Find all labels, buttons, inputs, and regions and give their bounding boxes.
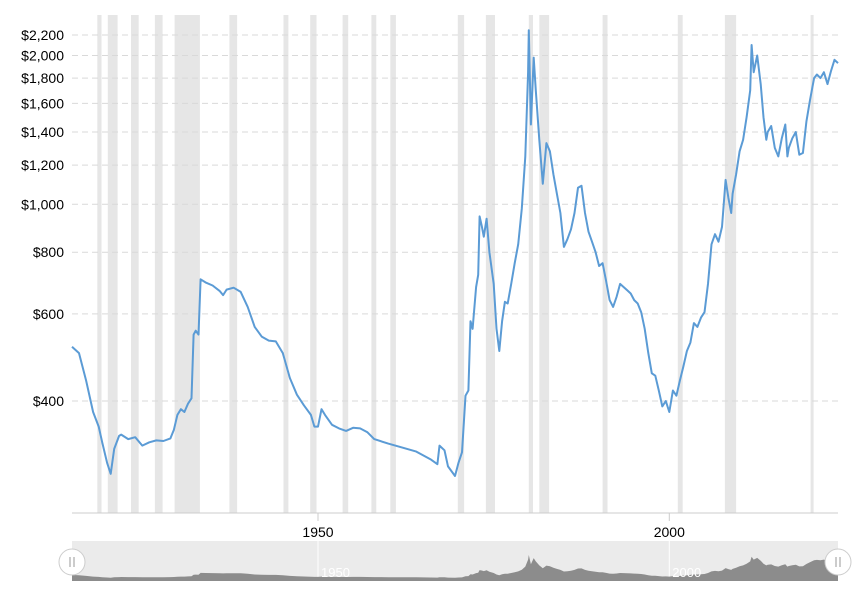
recession-band <box>229 15 238 513</box>
y-tick-label: $2,200 <box>21 27 64 43</box>
navigator-tick-labels: 1950 2000 <box>321 565 701 580</box>
recession-band <box>677 15 683 513</box>
recession-band <box>528 15 533 513</box>
y-tick-label: $1,000 <box>21 196 64 212</box>
recession-band <box>371 15 377 513</box>
price-line <box>71 29 839 477</box>
recession-band <box>310 15 317 513</box>
x-axis-ticks: 1950 2000 <box>302 513 685 540</box>
recession-band <box>810 15 814 513</box>
x-tick-label: 1950 <box>302 524 333 540</box>
recession-band <box>107 15 118 513</box>
recession-band <box>390 15 396 513</box>
navigator-tick-label: 1950 <box>321 565 350 580</box>
y-tick-label: $800 <box>33 244 64 260</box>
recession-bands <box>97 15 814 513</box>
recession-band <box>97 15 102 513</box>
recession-band <box>174 15 200 513</box>
y-tick-label: $600 <box>33 306 64 322</box>
recession-band <box>539 15 550 513</box>
y-tick-label: $1,800 <box>21 70 64 86</box>
recession-band <box>283 15 289 513</box>
y-tick-label: $1,600 <box>21 95 64 111</box>
y-axis-tick-labels: $400 $600 $800 $1,000 $1,200 $1,400 $1,600 $1,8… <box>21 27 64 409</box>
navigator-series-area <box>72 555 838 581</box>
y-tick-label: $2,000 <box>21 48 64 64</box>
y-gridlines <box>72 34 838 402</box>
y-tick-label: $1,200 <box>21 157 64 173</box>
recession-band <box>457 15 465 513</box>
navigator-left-handle[interactable] <box>58 548 86 576</box>
recession-band <box>724 15 737 513</box>
navigator-right-handle[interactable] <box>824 548 852 576</box>
price-series <box>71 29 839 477</box>
range-navigator[interactable]: 1950 2000 <box>58 541 852 581</box>
navigator-tick-label: 2000 <box>672 565 701 580</box>
y-tick-label: $400 <box>33 393 64 409</box>
recession-band <box>342 15 349 513</box>
recession-band <box>154 15 163 513</box>
y-tick-label: $1,400 <box>21 124 64 140</box>
x-tick-label: 2000 <box>654 524 685 540</box>
recession-band <box>131 15 139 513</box>
navigator-gridlines <box>317 541 670 581</box>
recession-band <box>602 15 608 513</box>
